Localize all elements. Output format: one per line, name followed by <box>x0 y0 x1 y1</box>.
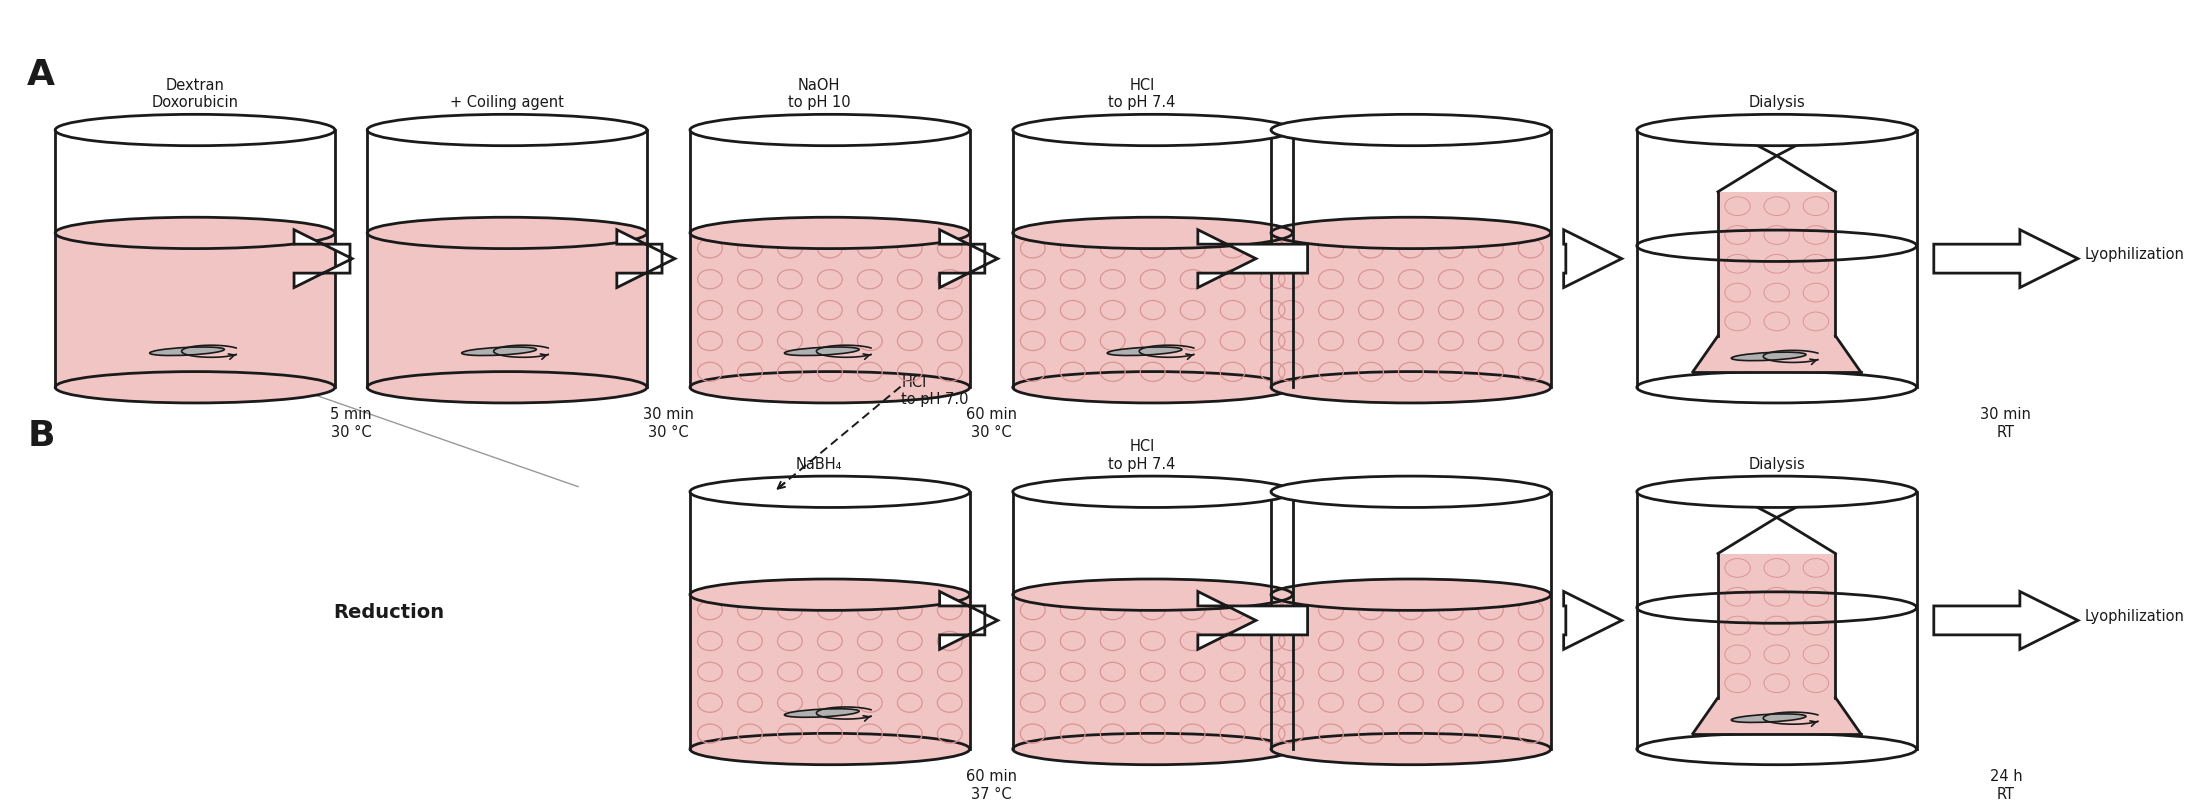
Text: HCl
to pH 7.4: HCl to pH 7.4 <box>1109 440 1175 472</box>
Ellipse shape <box>1012 371 1294 403</box>
Bar <box>1012 233 1294 388</box>
Ellipse shape <box>785 347 860 355</box>
Bar <box>691 594 970 749</box>
Bar <box>1718 554 1835 697</box>
Ellipse shape <box>691 733 970 765</box>
Ellipse shape <box>1731 714 1806 723</box>
Text: + Coiling agent: + Coiling agent <box>451 95 563 110</box>
Ellipse shape <box>691 579 970 611</box>
Text: Lyophilization: Lyophilization <box>2083 247 2185 262</box>
Ellipse shape <box>1012 733 1294 765</box>
Ellipse shape <box>1272 114 1551 146</box>
Ellipse shape <box>367 371 647 403</box>
Polygon shape <box>1197 230 1307 288</box>
Text: Dextran
Doxorubicin: Dextran Doxorubicin <box>152 78 238 110</box>
Ellipse shape <box>1012 579 1294 611</box>
Ellipse shape <box>691 476 970 508</box>
Ellipse shape <box>1107 347 1181 355</box>
Bar <box>1272 594 1551 749</box>
Polygon shape <box>939 230 999 288</box>
Ellipse shape <box>1637 371 1916 403</box>
Polygon shape <box>1934 230 2079 288</box>
Ellipse shape <box>1637 476 1916 508</box>
Ellipse shape <box>1637 733 1916 765</box>
Ellipse shape <box>1272 217 1551 249</box>
Ellipse shape <box>691 217 970 249</box>
Text: NaBH₄: NaBH₄ <box>796 457 843 472</box>
Ellipse shape <box>1272 476 1551 508</box>
Text: 30 min
RT: 30 min RT <box>1980 407 2031 440</box>
Text: 60 min
30 °C: 60 min 30 °C <box>966 407 1016 440</box>
Bar <box>1272 233 1551 388</box>
Text: 60 min
37 °C: 60 min 37 °C <box>966 769 1016 801</box>
Ellipse shape <box>1272 371 1551 403</box>
Polygon shape <box>1934 591 2079 650</box>
Ellipse shape <box>1272 579 1551 611</box>
Ellipse shape <box>462 347 537 355</box>
Polygon shape <box>1692 697 1861 734</box>
Polygon shape <box>616 230 675 288</box>
Text: 5 min
30 °C: 5 min 30 °C <box>330 407 372 440</box>
Text: Reduction: Reduction <box>332 603 444 622</box>
Text: 24 h
RT: 24 h RT <box>1989 769 2022 801</box>
Bar <box>691 233 970 388</box>
Ellipse shape <box>150 347 224 355</box>
Text: Lyophilization: Lyophilization <box>2083 609 2185 624</box>
Ellipse shape <box>55 371 334 403</box>
Ellipse shape <box>367 114 647 146</box>
Polygon shape <box>1564 230 1621 288</box>
Ellipse shape <box>1637 114 1916 146</box>
Ellipse shape <box>1012 217 1294 249</box>
Polygon shape <box>1692 336 1861 371</box>
Ellipse shape <box>691 371 970 403</box>
Ellipse shape <box>1012 114 1294 146</box>
Polygon shape <box>1564 591 1621 650</box>
Ellipse shape <box>1731 352 1806 361</box>
Ellipse shape <box>55 114 334 146</box>
Ellipse shape <box>55 217 334 249</box>
Bar <box>1012 594 1294 749</box>
Text: HCl
to pH 7.4: HCl to pH 7.4 <box>1109 78 1175 110</box>
Ellipse shape <box>367 217 647 249</box>
Text: HCl
to pH 7.0: HCl to pH 7.0 <box>902 375 968 407</box>
Text: Dialysis: Dialysis <box>1749 457 1804 472</box>
Ellipse shape <box>1012 476 1294 508</box>
Polygon shape <box>1197 591 1307 650</box>
Text: B: B <box>26 419 55 453</box>
Bar <box>1718 191 1835 336</box>
Polygon shape <box>939 591 999 650</box>
Ellipse shape <box>1272 733 1551 765</box>
Bar <box>55 233 334 388</box>
Polygon shape <box>295 230 352 288</box>
Text: Dialysis: Dialysis <box>1749 95 1804 110</box>
Text: NaOH
to pH 10: NaOH to pH 10 <box>788 78 851 110</box>
Ellipse shape <box>785 709 860 717</box>
Ellipse shape <box>691 114 970 146</box>
Bar <box>367 233 647 388</box>
Text: 30 min
30 °C: 30 min 30 °C <box>642 407 693 440</box>
Text: A: A <box>26 58 55 92</box>
